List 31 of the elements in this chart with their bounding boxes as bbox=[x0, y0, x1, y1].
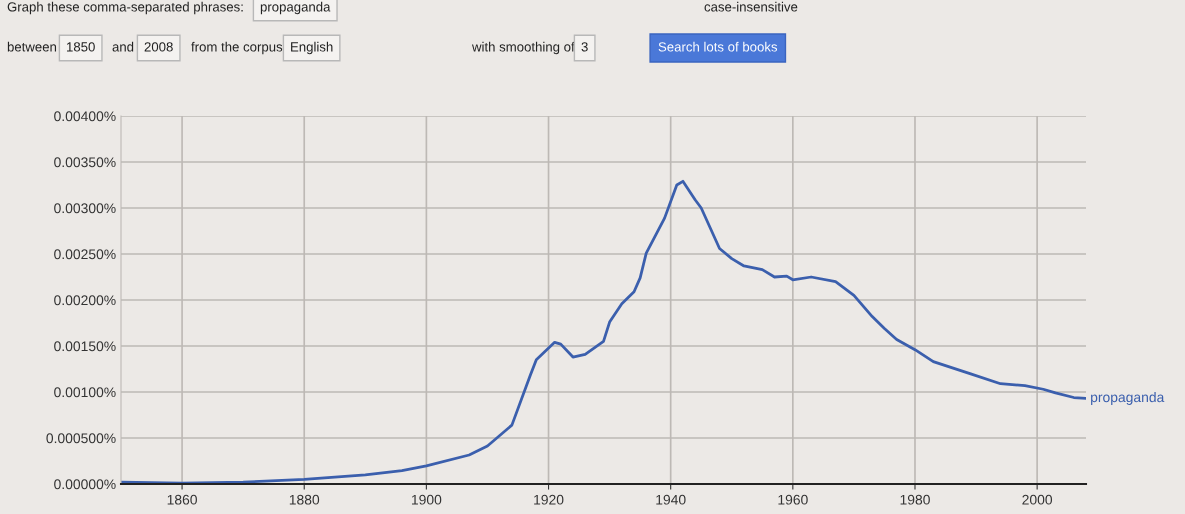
text: 2008 bbox=[144, 42, 173, 52]
series-label: propaganda bbox=[1091, 391, 1165, 405]
text: 3 bbox=[581, 42, 588, 52]
text: case-insensitive bbox=[704, 1, 798, 12]
text: and bbox=[112, 41, 134, 52]
text: Search lots of books bbox=[658, 41, 778, 52]
text: between bbox=[7, 41, 57, 52]
y-tick-label: 0.00250% bbox=[54, 249, 116, 260]
x-tick-label: 1980 bbox=[900, 494, 930, 505]
x-tick-label: 1880 bbox=[289, 494, 320, 505]
y-tick-label: 0.00200% bbox=[54, 295, 116, 306]
text: English bbox=[291, 41, 333, 55]
x-tick-label: 1920 bbox=[534, 494, 564, 505]
y-tick-label: 0.00300% bbox=[54, 203, 116, 214]
y-tick-label: 0.00100% bbox=[54, 387, 116, 398]
y-tick-label: 0.00000% bbox=[54, 479, 116, 490]
y-tick-label: 0.000500% bbox=[46, 433, 116, 444]
text: with smoothing of bbox=[471, 41, 575, 55]
text: Graph these comma-separated phrases: bbox=[7, 1, 243, 15]
y-tick-label: 0.00400% bbox=[54, 111, 116, 122]
x-tick-label: 2000 bbox=[1022, 494, 1053, 505]
text: propaganda bbox=[260, 1, 331, 15]
y-tick-label: 0.00150% bbox=[54, 341, 116, 352]
x-tick-label: 1940 bbox=[656, 494, 686, 505]
text: 1850 bbox=[67, 42, 95, 52]
x-tick-label: 1960 bbox=[778, 494, 808, 505]
x-tick-label: 1860 bbox=[167, 494, 197, 505]
y-tick-label: 0.00350% bbox=[54, 157, 116, 168]
line-series bbox=[121, 179, 1086, 484]
text: from the corpus bbox=[191, 41, 283, 55]
x-tick-label: 1900 bbox=[411, 494, 442, 505]
